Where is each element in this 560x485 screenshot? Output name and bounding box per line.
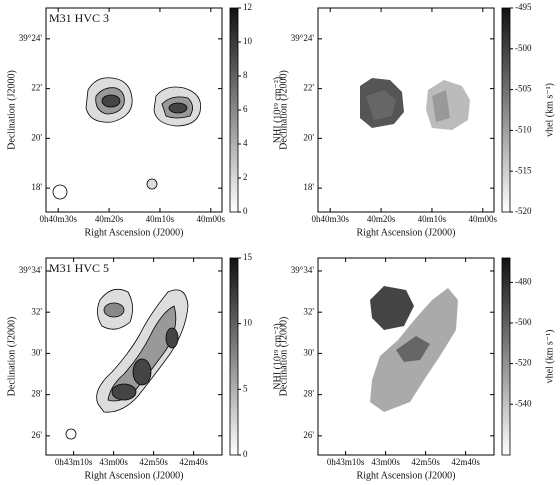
colorbar-label: vhel (km s⁻¹) <box>544 330 555 384</box>
x-tick-label: 42m40s <box>179 457 208 467</box>
colorbar-label: NHI (10¹⁹ cm⁻²) <box>272 77 283 143</box>
x-tick-label: 40m00s <box>197 214 226 224</box>
x-tick-label: 0h43m10s <box>55 457 93 467</box>
plot-frame <box>317 257 495 456</box>
x-tick-label: 40m10s <box>418 214 447 224</box>
y-tick-label: 39°24' <box>291 33 315 43</box>
colorbar-tick-label: -515 <box>515 165 532 175</box>
x-tick-label: 40m00s <box>469 214 498 224</box>
map-velocity <box>360 78 470 130</box>
x-tick-label: 42m50s <box>411 457 440 467</box>
colorbar-tick-label: -500 <box>515 43 532 53</box>
x-tick-label: 40m20s <box>95 214 124 224</box>
plot-frame <box>45 7 223 213</box>
colorbar-tick-label: 5 <box>243 383 248 393</box>
x-tick-label: 43m00s <box>99 457 128 467</box>
colorbar-tick-label: 0 <box>243 206 248 216</box>
y-axis-label: Declination (J2000) <box>278 70 289 150</box>
colorbar <box>229 257 239 456</box>
colorbar <box>501 7 511 213</box>
colorbar-tick-label: 2 <box>243 172 248 182</box>
map-emission <box>52 77 202 200</box>
y-axis-label: Declination (J2000) <box>6 317 17 397</box>
y-tick-label: 32' <box>303 306 314 316</box>
plot-frame <box>317 7 495 213</box>
colorbar-label: vhel (km s⁻¹) <box>544 83 555 137</box>
colorbar-tick-label: 15 <box>243 252 253 262</box>
y-tick-label: 26' <box>303 430 314 440</box>
x-tick-label: 42m50s <box>139 457 168 467</box>
y-tick-label: 32' <box>31 306 42 316</box>
y-tick-label: 22' <box>31 83 42 93</box>
x-tick-label: 42m40s <box>451 457 480 467</box>
map-emission <box>65 288 189 440</box>
y-tick-label: 22' <box>303 83 314 93</box>
x-axis-label: Right Ascension (J2000) <box>357 227 456 238</box>
x-axis-label: Right Ascension (J2000) <box>85 227 184 238</box>
y-tick-label: 26' <box>31 430 42 440</box>
y-tick-label: 18' <box>31 182 42 192</box>
y-axis-label: Declination (J2000) <box>278 317 289 397</box>
plot-frame <box>45 257 223 456</box>
x-tick-label: 0h40m30s <box>39 214 77 224</box>
colorbar-tick-label: -500 <box>515 317 532 327</box>
y-tick-label: 20' <box>303 132 314 142</box>
y-tick-label: 20' <box>31 132 42 142</box>
colorbar-tick-label: -520 <box>515 358 532 368</box>
colorbar-tick-label: 6 <box>243 104 248 114</box>
y-tick-label: 39°34' <box>291 265 315 275</box>
colorbar-tick-label: 10 <box>243 36 253 46</box>
y-tick-label: 30' <box>31 347 42 357</box>
x-tick-label: 40m20s <box>367 214 396 224</box>
panel-title: M31 HVC 5 <box>49 261 109 275</box>
y-tick-label: 39°34' <box>19 265 43 275</box>
colorbar-tick-label: -505 <box>515 84 532 94</box>
colorbar-tick-label: -510 <box>515 124 532 134</box>
x-tick-label: 0h43m10s <box>327 457 365 467</box>
colorbar <box>229 7 239 213</box>
y-tick-label: 28' <box>31 389 42 399</box>
y-tick-label: 39°24' <box>19 33 43 43</box>
colorbar-label: NHI (10¹⁹ cm⁻²) <box>272 323 283 389</box>
y-axis-label: Declination (J2000) <box>6 70 17 150</box>
colorbar-tick-label: -495 <box>515 2 532 12</box>
colorbar <box>501 257 511 456</box>
panel-title: M31 HVC 3 <box>49 11 109 25</box>
colorbar-tick-label: 12 <box>243 2 252 12</box>
x-tick-label: 43m00s <box>371 457 400 467</box>
x-axis-label: Right Ascension (J2000) <box>357 470 456 481</box>
colorbar-tick-label: 0 <box>243 449 248 459</box>
map-velocity <box>370 286 458 412</box>
y-tick-label: 28' <box>303 389 314 399</box>
colorbar-tick-label: -520 <box>515 206 532 216</box>
colorbar-tick-label: 4 <box>243 138 248 148</box>
colorbar-tick-label: 8 <box>243 70 248 80</box>
y-tick-label: 18' <box>303 182 314 192</box>
colorbar-tick-label: 10 <box>243 318 253 328</box>
y-tick-label: 30' <box>303 347 314 357</box>
colorbar-tick-label: -480 <box>515 276 532 286</box>
x-axis-label: Right Ascension (J2000) <box>85 470 184 481</box>
colorbar-tick-label: -540 <box>515 398 532 408</box>
x-tick-label: 40m10s <box>146 214 175 224</box>
x-tick-label: 0h40m30s <box>311 214 349 224</box>
